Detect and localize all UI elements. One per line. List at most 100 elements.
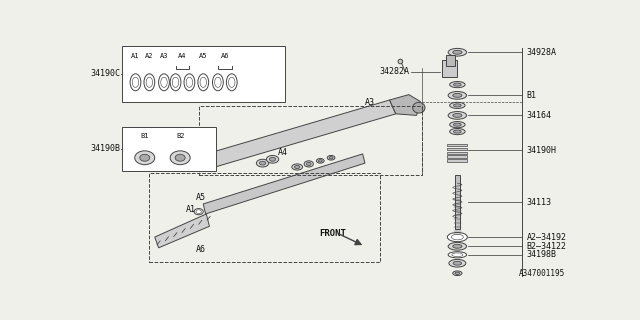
Bar [442, 60, 458, 77]
Ellipse shape [451, 234, 463, 240]
Ellipse shape [454, 83, 461, 86]
Ellipse shape [184, 74, 195, 91]
Ellipse shape [316, 158, 324, 163]
Text: 34198B: 34198B [527, 250, 557, 259]
Ellipse shape [448, 252, 467, 258]
Text: A5: A5 [196, 193, 205, 202]
Text: A1: A1 [131, 53, 140, 59]
Ellipse shape [448, 48, 467, 56]
Ellipse shape [135, 151, 155, 165]
Ellipse shape [452, 50, 462, 54]
Text: B2—34122: B2—34122 [527, 242, 566, 251]
Ellipse shape [146, 77, 152, 87]
Ellipse shape [454, 104, 461, 107]
Text: A3: A3 [160, 53, 168, 59]
Ellipse shape [452, 253, 463, 257]
Text: 34190H: 34190H [527, 146, 557, 155]
Ellipse shape [318, 160, 322, 162]
Ellipse shape [450, 129, 465, 135]
Ellipse shape [413, 102, 425, 113]
Ellipse shape [454, 130, 461, 133]
Ellipse shape [194, 209, 204, 215]
Ellipse shape [327, 156, 335, 160]
Ellipse shape [450, 102, 465, 108]
Bar [455, 175, 460, 229]
Text: A2: A2 [145, 53, 154, 59]
Ellipse shape [159, 74, 170, 91]
Ellipse shape [452, 271, 462, 276]
Text: B1: B1 [141, 133, 149, 140]
Ellipse shape [196, 210, 202, 213]
Text: A6: A6 [221, 53, 229, 59]
Ellipse shape [170, 151, 190, 165]
Text: A4: A4 [278, 148, 288, 157]
Bar [122, 127, 216, 171]
Ellipse shape [257, 159, 269, 167]
Ellipse shape [186, 77, 193, 87]
Text: B1: B1 [527, 91, 537, 100]
Text: 34282A: 34282A [380, 67, 410, 76]
Text: FRONT: FRONT [319, 228, 346, 237]
Ellipse shape [212, 74, 223, 91]
Bar [447, 148, 467, 150]
Ellipse shape [450, 122, 465, 128]
Text: 34113: 34113 [527, 198, 552, 207]
Ellipse shape [200, 77, 207, 87]
Text: 34928A: 34928A [527, 48, 557, 57]
Ellipse shape [454, 123, 461, 126]
Ellipse shape [455, 272, 460, 275]
Text: A1: A1 [186, 205, 196, 214]
Bar [149, 173, 380, 262]
Ellipse shape [448, 243, 467, 250]
Text: A6: A6 [196, 245, 205, 254]
Text: 34164: 34164 [527, 111, 552, 120]
Text: A347001195: A347001195 [519, 268, 565, 277]
Ellipse shape [198, 74, 209, 91]
Ellipse shape [294, 165, 300, 169]
Ellipse shape [452, 114, 462, 117]
Text: 34190C: 34190C [90, 69, 120, 78]
Ellipse shape [170, 74, 181, 91]
Ellipse shape [452, 93, 462, 97]
Text: B2: B2 [176, 133, 184, 140]
Ellipse shape [307, 162, 311, 165]
Ellipse shape [172, 77, 179, 87]
Ellipse shape [132, 77, 139, 87]
Ellipse shape [269, 157, 276, 161]
Text: A3: A3 [365, 98, 375, 107]
Polygon shape [390, 95, 420, 116]
Bar [447, 159, 467, 162]
Bar [447, 144, 467, 146]
Ellipse shape [453, 261, 461, 265]
Bar [446, 55, 455, 66]
Ellipse shape [292, 164, 303, 170]
Ellipse shape [266, 156, 279, 163]
Ellipse shape [161, 77, 167, 87]
Ellipse shape [448, 92, 467, 99]
Bar [198, 106, 422, 175]
Bar [447, 156, 467, 158]
Bar [122, 46, 285, 101]
Ellipse shape [227, 74, 237, 91]
Polygon shape [206, 100, 396, 168]
Ellipse shape [304, 161, 314, 167]
Ellipse shape [140, 154, 150, 161]
Ellipse shape [130, 74, 141, 91]
Ellipse shape [228, 77, 235, 87]
Ellipse shape [449, 260, 466, 267]
Ellipse shape [447, 232, 467, 242]
Bar [447, 152, 467, 154]
Ellipse shape [144, 74, 155, 91]
Ellipse shape [259, 161, 266, 165]
Text: A4: A4 [178, 53, 187, 59]
Polygon shape [155, 214, 209, 248]
Ellipse shape [452, 244, 462, 248]
Ellipse shape [175, 154, 185, 161]
Ellipse shape [329, 156, 333, 159]
Ellipse shape [398, 59, 403, 64]
Ellipse shape [450, 82, 465, 88]
Polygon shape [204, 154, 365, 214]
Text: A5: A5 [199, 53, 207, 59]
Ellipse shape [214, 77, 221, 87]
Text: 34190B: 34190B [90, 144, 120, 153]
